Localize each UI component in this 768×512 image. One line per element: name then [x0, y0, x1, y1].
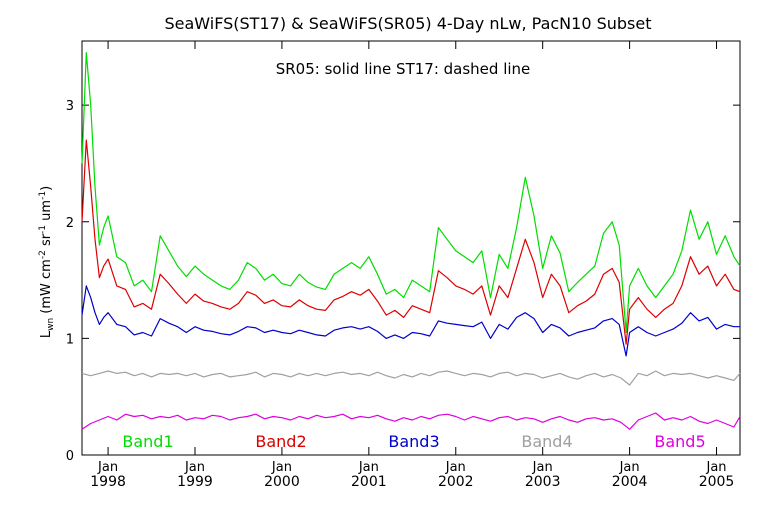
x-tick-year-label: 2005	[699, 474, 735, 490]
x-tick-year-label: 2004	[612, 474, 648, 490]
y-label-mid2: um	[39, 200, 54, 225]
series-line-band4	[81, 370, 741, 386]
x-tick-month-label: Jan	[358, 460, 379, 475]
x-tick-month-label: Jan	[706, 460, 727, 475]
legend-label-band4: Band4	[521, 432, 572, 451]
x-tick-year-label: 2000	[264, 474, 300, 490]
y-label-sub: wn	[46, 318, 56, 331]
x-tick-year-label: 2001	[351, 474, 387, 490]
x-tick-month-label: Jan	[619, 460, 640, 475]
legend: Band1 Band2 Band3 Band4 Band5	[122, 432, 705, 451]
y-tick-label: 0	[66, 449, 74, 464]
series-layer	[81, 52, 741, 430]
line-style-note: SR05: solid line ST17: dashed line	[276, 60, 531, 78]
y-tick-label: 1	[66, 332, 74, 347]
series-line-band1	[81, 52, 741, 334]
x-tick-month-label: Jan	[97, 460, 118, 475]
plot-area	[81, 40, 741, 456]
x-tick-month-label: Jan	[184, 460, 205, 475]
x-tick-year-label: 2002	[438, 474, 474, 490]
y-label-end: )	[39, 186, 54, 191]
y-tick-label: 3	[66, 99, 74, 114]
legend-label-band5: Band5	[654, 432, 705, 451]
series-line-band5	[81, 412, 741, 430]
y-axis: 0 1 2 3	[66, 99, 740, 464]
x-tick-month-label: Jan	[445, 460, 466, 475]
x-tick-year-label: 1998	[90, 474, 126, 490]
legend-label-band1: Band1	[122, 432, 173, 451]
x-tick-year-label: 1999	[177, 474, 213, 490]
y-label-sup1: -2	[38, 250, 48, 259]
x-tick-month-label: Jan	[532, 460, 553, 475]
chart-title: SeaWiFS(ST17) & SeaWiFS(SR05) 4-Day nLw,…	[164, 14, 651, 33]
legend-label-band2: Band2	[255, 432, 306, 451]
legend-label-band3: Band3	[388, 432, 439, 451]
x-tick-year-label: 2003	[525, 474, 561, 490]
series-line-band2	[81, 139, 741, 345]
series-line-band3	[81, 285, 740, 357]
y-label-mid1: sr	[39, 233, 54, 250]
y-label-rest: (mW cm	[39, 259, 54, 318]
x-axis: Jan1998Jan1999Jan2000Jan2001Jan2002Jan20…	[90, 41, 734, 490]
y-label-main: L	[39, 330, 54, 338]
plot-border	[81, 40, 741, 456]
y-label-sup3: -1	[38, 191, 48, 200]
x-tick-month-label: Jan	[271, 460, 292, 475]
y-label-sup2: -1	[38, 225, 48, 234]
y-tick-label: 2	[66, 216, 74, 231]
y-axis-label: Lwn (mW cm-2 sr-1 um-1)	[38, 186, 56, 338]
